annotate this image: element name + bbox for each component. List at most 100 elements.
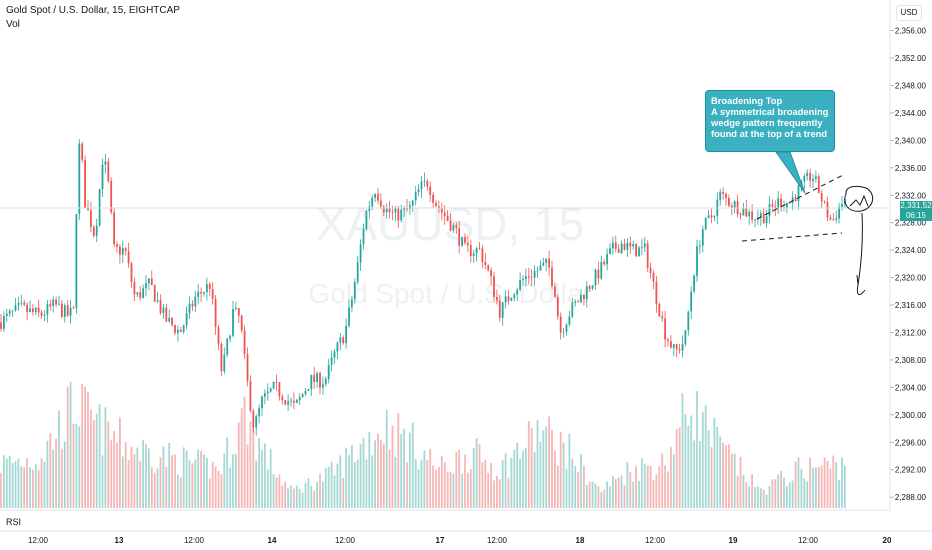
volume-bar [649, 465, 652, 508]
candle-body [61, 303, 63, 317]
candle-body [574, 301, 577, 303]
price-tick-label: 2,328.00 [895, 219, 927, 228]
candle-body [513, 294, 516, 299]
candle-body [322, 384, 324, 388]
volume-bar [287, 488, 289, 508]
broadening-top-callout[interactable]: Broadening Top A symmetrical broadening … [705, 90, 835, 152]
candle-body [617, 249, 620, 253]
volume-bar [75, 424, 78, 508]
chart-title[interactable]: Gold Spot / U.S. Dollar, 15, EIGHTCAP [6, 5, 180, 16]
volume-bar [342, 477, 345, 508]
candle-body [127, 251, 130, 264]
volume-bar [275, 477, 278, 508]
volume-bar [455, 451, 458, 508]
candle-body [577, 301, 579, 303]
volume-bar [730, 453, 733, 508]
candle-body [525, 276, 527, 279]
candle-body [240, 315, 243, 331]
volume-bar [693, 440, 695, 508]
volume-bar [823, 457, 826, 508]
candle-body [745, 208, 748, 217]
candle-body [498, 300, 501, 318]
volume-bar [736, 475, 739, 508]
volume-bar [580, 454, 582, 508]
volume-bar [583, 465, 585, 508]
volume-bar [391, 425, 394, 508]
volume-bar [513, 449, 516, 508]
candle-body [768, 204, 771, 217]
candle-body [754, 219, 756, 221]
candle-body [522, 278, 524, 281]
volume-bar [359, 443, 362, 508]
candle-body [475, 248, 478, 254]
volume-bar [609, 486, 611, 508]
volume-indicator-label[interactable]: Vol [6, 19, 20, 30]
volume-bar [223, 453, 226, 508]
volume-bar [92, 419, 95, 508]
volume-bar [542, 430, 545, 508]
candle-body [411, 200, 414, 206]
candle-body [533, 271, 536, 278]
candle-body [255, 416, 258, 428]
candle-body [487, 265, 490, 271]
time-tick-label: 12:00 [28, 536, 49, 545]
rsi-indicator-label[interactable]: RSI [6, 517, 22, 527]
hand-drawn-circle [844, 185, 874, 212]
volume-bar [565, 468, 568, 508]
volume-bar [278, 474, 281, 508]
volume-bar [638, 480, 640, 508]
candle-body [733, 201, 736, 208]
candle-body [380, 200, 382, 207]
candle-body [26, 304, 28, 312]
candle-body [307, 389, 310, 391]
callout-body: A symmetrical broadening wedge pattern f… [711, 106, 829, 139]
candle-body [182, 325, 185, 332]
candle-body [429, 186, 432, 195]
candle-body [649, 267, 652, 273]
volume-bar [527, 420, 530, 508]
candle-body [92, 227, 95, 236]
volume-bar [133, 454, 136, 508]
volume-bar [150, 467, 153, 508]
candle-body [58, 303, 60, 305]
candle-body [3, 316, 5, 330]
volume-bar [95, 413, 98, 508]
price-tick-label: 2,292.00 [895, 466, 927, 475]
candle-body [78, 143, 81, 214]
candle-body [467, 242, 469, 246]
volume-bar [496, 475, 498, 508]
volume-bar [817, 467, 820, 508]
candle-body [264, 393, 266, 397]
candle-body [220, 343, 223, 372]
volume-bar [243, 396, 246, 508]
volume-bar [235, 454, 237, 508]
candle-body [52, 299, 55, 307]
candle-body [368, 206, 371, 211]
candle-body [281, 396, 284, 401]
candle-body [194, 296, 197, 307]
volume-bar [148, 448, 150, 508]
volume-bar [472, 448, 475, 508]
volume-bar [301, 492, 304, 508]
callout-pointer [775, 151, 806, 194]
price-tick-label: 2,316.00 [895, 301, 927, 310]
volume-bar [232, 454, 234, 508]
candle-body [298, 397, 301, 401]
candle-body [417, 189, 420, 193]
candle-body [815, 176, 817, 179]
volume-bar [197, 449, 200, 508]
candle-body [730, 205, 733, 208]
volume-bar [829, 468, 832, 508]
volume-bar [556, 465, 559, 508]
volume-bar [374, 440, 376, 508]
candle-body [539, 265, 542, 271]
currency-button[interactable]: USD [896, 5, 922, 21]
volume-bar [179, 477, 182, 508]
candle-body [820, 193, 823, 202]
volume-bar [362, 438, 365, 508]
volume-bar [203, 454, 205, 508]
volume-bar [121, 456, 124, 508]
volume-bar [34, 464, 37, 508]
